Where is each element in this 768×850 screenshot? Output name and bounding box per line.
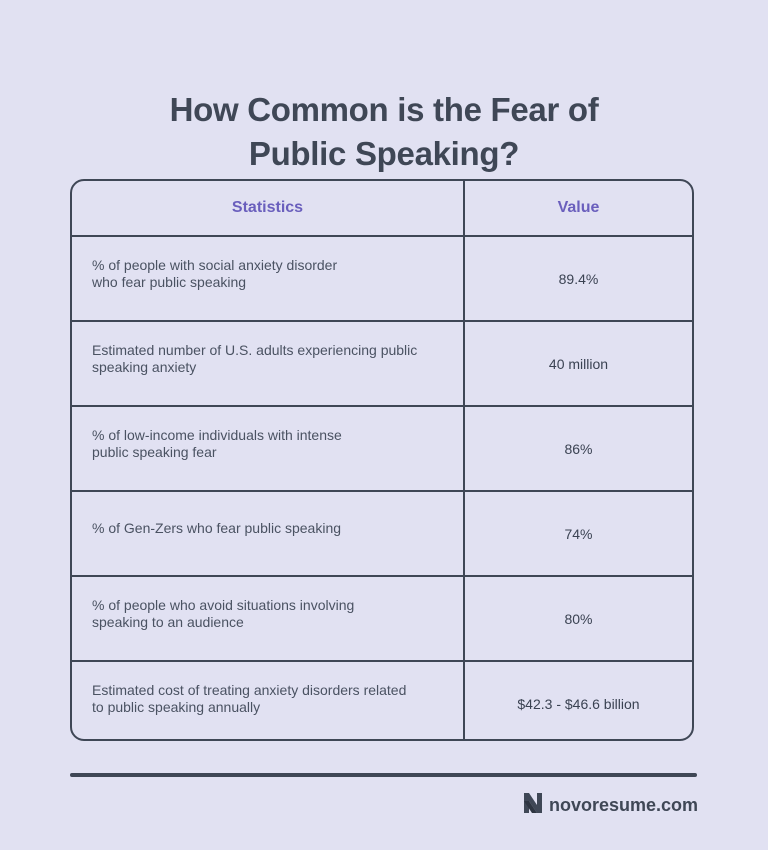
table-row: % of Gen-Zers who fear public speaking 7… (72, 492, 692, 577)
page-title: How Common is the Fear of Public Speakin… (0, 88, 768, 176)
table-row: Estimated cost of treating anxiety disor… (72, 662, 692, 739)
header-cell-value: Value (557, 199, 600, 216)
title-line-1: How Common is the Fear of (169, 91, 599, 129)
stat-cell: % of low-income individuals with intense… (72, 407, 465, 490)
statistics-table: Statistics Value % of people with social… (70, 179, 694, 741)
value-cell: 80% (564, 610, 593, 627)
value-cell: 74% (564, 525, 593, 542)
title-line-2: Public Speaking? (248, 135, 520, 173)
footer-divider (70, 773, 697, 777)
stat-cell: Estimated number of U.S. adults experien… (72, 322, 465, 405)
table-row: % of people with social anxiety disorder… (72, 237, 692, 322)
value-cell: 89.4% (558, 270, 599, 287)
stat-cell: % of people with social anxiety disorder… (72, 237, 465, 320)
table-row: % of people who avoid situations involvi… (72, 577, 692, 662)
brand-logo: novoresume.com (523, 792, 698, 819)
table-header-row: Statistics Value (72, 181, 692, 237)
novoresume-n-logo-icon (523, 792, 543, 819)
value-cell: 86% (564, 440, 593, 457)
header-cell-statistics: Statistics (72, 181, 465, 235)
value-cell: $42.3 - $46.6 billion (517, 695, 640, 712)
value-cell: 40 million (548, 355, 609, 372)
table-row: % of low-income individuals with intense… (72, 407, 692, 492)
stat-cell: % of Gen-Zers who fear public speaking (72, 492, 465, 575)
stat-cell: % of people who avoid situations involvi… (72, 577, 465, 660)
brand-name: novoresume.com (548, 795, 698, 815)
table-row: Estimated number of U.S. adults experien… (72, 322, 692, 407)
stat-cell: Estimated cost of treating anxiety disor… (72, 662, 465, 739)
